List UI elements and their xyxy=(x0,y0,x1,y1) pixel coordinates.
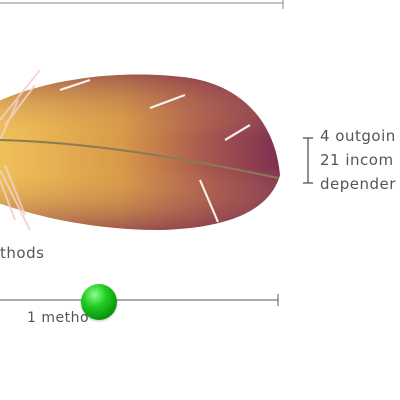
methods-slider-thumb[interactable] xyxy=(81,284,117,320)
methods-label: thods xyxy=(0,244,45,262)
feather-barb-splits xyxy=(59,78,251,223)
feather-shaft xyxy=(0,139,279,179)
dependency-bracket xyxy=(303,137,313,184)
incoming-dependencies-label: 21 incom xyxy=(320,151,394,169)
methods-slider-track xyxy=(0,294,279,306)
slider-value-label: 1 metho xyxy=(27,310,90,326)
outgoing-dependencies-label: 4 outgoin xyxy=(320,127,396,145)
dependencies-label: depender xyxy=(320,175,396,193)
feather-wisps xyxy=(0,69,41,231)
